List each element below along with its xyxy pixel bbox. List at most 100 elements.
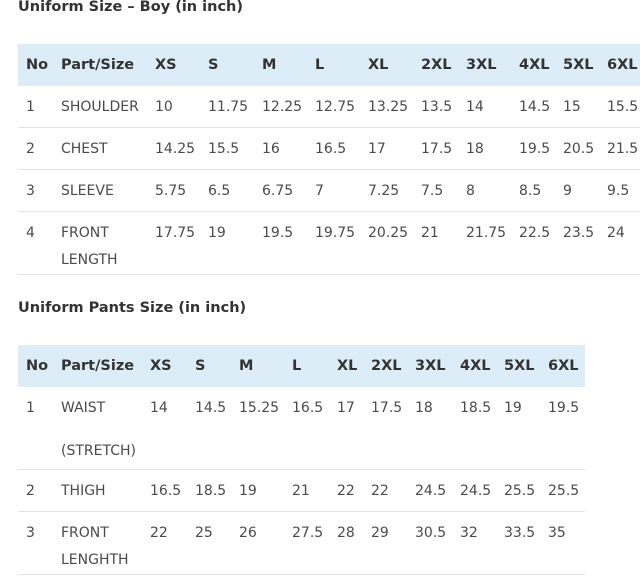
size-value: 15 — [563, 99, 581, 115]
size-value: 25 — [195, 525, 213, 541]
column-header: XS — [150, 358, 172, 374]
column-header: XL — [337, 358, 358, 374]
size-value: 22 — [371, 483, 389, 499]
row-number: 2 — [26, 141, 35, 157]
size-value: 7.5 — [421, 183, 444, 199]
size-value: 11.75 — [208, 99, 249, 115]
size-value: 19.75 — [315, 225, 356, 241]
part-name: WAIST — [61, 400, 106, 416]
size-value: 7.25 — [368, 183, 400, 199]
size-value: 24.5 — [460, 483, 492, 499]
size-value: 23.5 — [563, 225, 595, 241]
size-value: 33.5 — [504, 525, 536, 541]
size-value: 19.5 — [262, 225, 294, 241]
size-value: 17.5 — [371, 400, 403, 416]
size-value: 15.5 — [607, 99, 639, 115]
part-name: THIGH — [61, 483, 106, 499]
row-number: 3 — [26, 525, 35, 541]
size-value: 29 — [371, 525, 389, 541]
part-name: CHEST — [61, 141, 108, 157]
size-value: 15.5 — [208, 141, 240, 157]
row-number: 2 — [26, 483, 35, 499]
size-value: 18 — [466, 141, 484, 157]
size-value: 20.25 — [368, 225, 409, 241]
column-header: No — [26, 358, 49, 374]
size-value: 21.75 — [466, 225, 507, 241]
column-header: M — [262, 57, 277, 73]
size-value: 12.25 — [262, 99, 303, 115]
size-value: 16.5 — [150, 483, 182, 499]
size-value: 7 — [315, 183, 324, 199]
size-value: 17 — [368, 141, 386, 157]
size-value: 17 — [337, 400, 355, 416]
column-header: 5XL — [563, 57, 594, 73]
column-header: 3XL — [415, 358, 446, 374]
column-header: 2XL — [421, 57, 452, 73]
size-value: 25.5 — [504, 483, 536, 499]
size-value: 27.5 — [292, 525, 324, 541]
column-header: L — [315, 57, 325, 73]
size-value: 25.5 — [548, 483, 580, 499]
column-header: 6XL — [607, 57, 638, 73]
column-header: M — [239, 358, 254, 374]
size-value: 5.75 — [155, 183, 187, 199]
size-value: 14 — [466, 99, 484, 115]
column-header: 3XL — [466, 57, 497, 73]
size-value: 32 — [460, 525, 478, 541]
column-header: L — [292, 358, 302, 374]
row-number: 4 — [26, 225, 35, 241]
table-title: Uniform Size – Boy (in inch) — [18, 0, 243, 15]
column-header: XL — [368, 57, 389, 73]
size-value: 18.5 — [195, 483, 227, 499]
header-band — [18, 345, 585, 387]
column-header: S — [195, 358, 206, 374]
size-value: 14.5 — [519, 99, 551, 115]
part-name: LENGTH — [61, 252, 118, 268]
row-divider — [18, 574, 585, 575]
part-name: SHOULDER — [61, 99, 139, 115]
column-header: 4XL — [519, 57, 550, 73]
size-value: 9 — [563, 183, 572, 199]
size-value: 19 — [504, 400, 522, 416]
column-header: Part/Size — [61, 358, 135, 374]
size-value: 19 — [208, 225, 226, 241]
column-header: S — [208, 57, 219, 73]
column-header: Part/Size — [61, 57, 135, 73]
size-value: 22.5 — [519, 225, 551, 241]
size-value: 10 — [155, 99, 173, 115]
size-value: 8.5 — [519, 183, 542, 199]
part-name: FRONT — [61, 225, 109, 241]
part-name: (STRETCH) — [61, 443, 136, 459]
size-value: 8 — [466, 183, 475, 199]
row-number: 1 — [26, 400, 35, 416]
row-divider — [18, 274, 640, 275]
size-value: 6.75 — [262, 183, 294, 199]
size-value: 28 — [337, 525, 355, 541]
size-value: 13.5 — [421, 99, 453, 115]
size-value: 19.5 — [519, 141, 551, 157]
size-value: 22 — [337, 483, 355, 499]
row-divider — [18, 127, 640, 128]
size-value: 16.5 — [315, 141, 347, 157]
column-header: 6XL — [548, 358, 579, 374]
size-value: 16.5 — [292, 400, 324, 416]
table-title: Uniform Pants Size (in inch) — [18, 300, 247, 316]
size-value: 30.5 — [415, 525, 447, 541]
column-header: No — [26, 57, 49, 73]
size-value: 20.5 — [563, 141, 595, 157]
size-value: 17.75 — [155, 225, 196, 241]
size-value: 14.25 — [155, 141, 196, 157]
row-divider — [18, 169, 640, 170]
column-header: 4XL — [460, 358, 491, 374]
part-name: FRONT — [61, 525, 109, 541]
header-band — [18, 44, 640, 86]
row-divider — [18, 211, 640, 212]
size-value: 14.5 — [195, 400, 227, 416]
size-value: 13.25 — [368, 99, 409, 115]
size-value: 19 — [239, 483, 257, 499]
size-value: 24.5 — [415, 483, 447, 499]
size-value: 26 — [239, 525, 257, 541]
size-value: 35 — [548, 525, 566, 541]
size-value: 24 — [607, 225, 625, 241]
